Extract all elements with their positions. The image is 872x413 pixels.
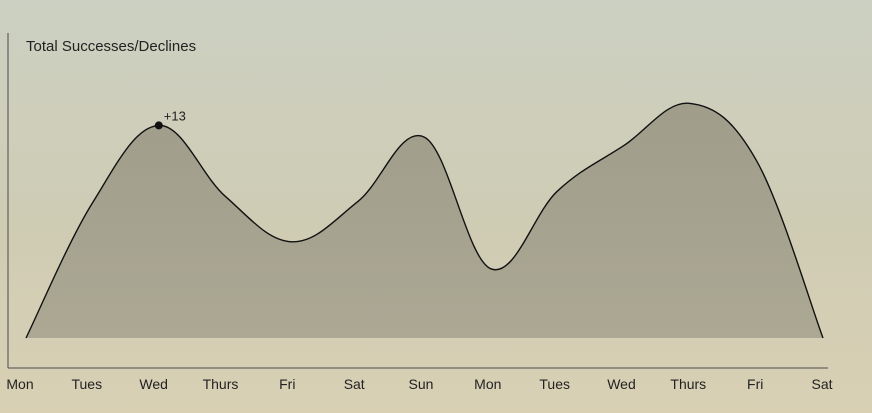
x-tick-label-9: Tues <box>539 376 570 392</box>
series-area <box>26 103 823 338</box>
x-tick-label-6: Sat <box>344 376 365 392</box>
x-axis-tick-labels: Mon Tues Wed Thurs Fri Sat Sun Mon Tues Wed Thurs F… <box>6 376 832 392</box>
x-tick-label-1: Mon <box>6 376 33 392</box>
x-tick-label-10: Wed <box>607 376 636 392</box>
x-tick-label-11: Thurs <box>670 376 706 392</box>
highlight-point-marker[interactable] <box>154 121 163 130</box>
x-tick-label-12: Fri <box>747 376 763 392</box>
x-tick-label-2: Tues <box>71 376 102 392</box>
x-tick-label-5: Fri <box>279 376 295 392</box>
x-tick-label-8: Mon <box>474 376 501 392</box>
x-tick-label-4: Thurs <box>203 376 239 392</box>
chart-title: Total Successes/Declines <box>26 38 196 55</box>
x-tick-label-13: Sat <box>811 376 832 392</box>
x-tick-label-7: Sun <box>409 376 434 392</box>
highlight-point-label: +13 <box>164 108 186 123</box>
x-tick-label-3: Wed <box>139 376 168 392</box>
